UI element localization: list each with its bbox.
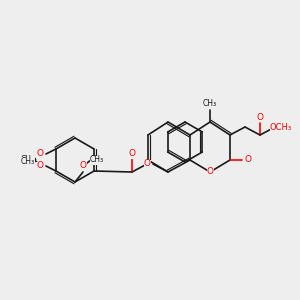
- Text: O: O: [128, 149, 136, 158]
- Text: CH₃: CH₃: [203, 100, 217, 109]
- Text: OCH₃: OCH₃: [270, 122, 292, 131]
- Text: CH₃: CH₃: [21, 157, 35, 166]
- Text: O: O: [36, 149, 43, 158]
- Text: CH₃: CH₃: [21, 154, 35, 164]
- Text: O: O: [206, 167, 214, 176]
- Text: O: O: [256, 112, 263, 122]
- Text: CH₃: CH₃: [90, 155, 104, 164]
- Text: O: O: [80, 161, 86, 170]
- Text: O: O: [143, 160, 151, 169]
- Text: O: O: [36, 161, 43, 170]
- Text: O: O: [244, 155, 251, 164]
